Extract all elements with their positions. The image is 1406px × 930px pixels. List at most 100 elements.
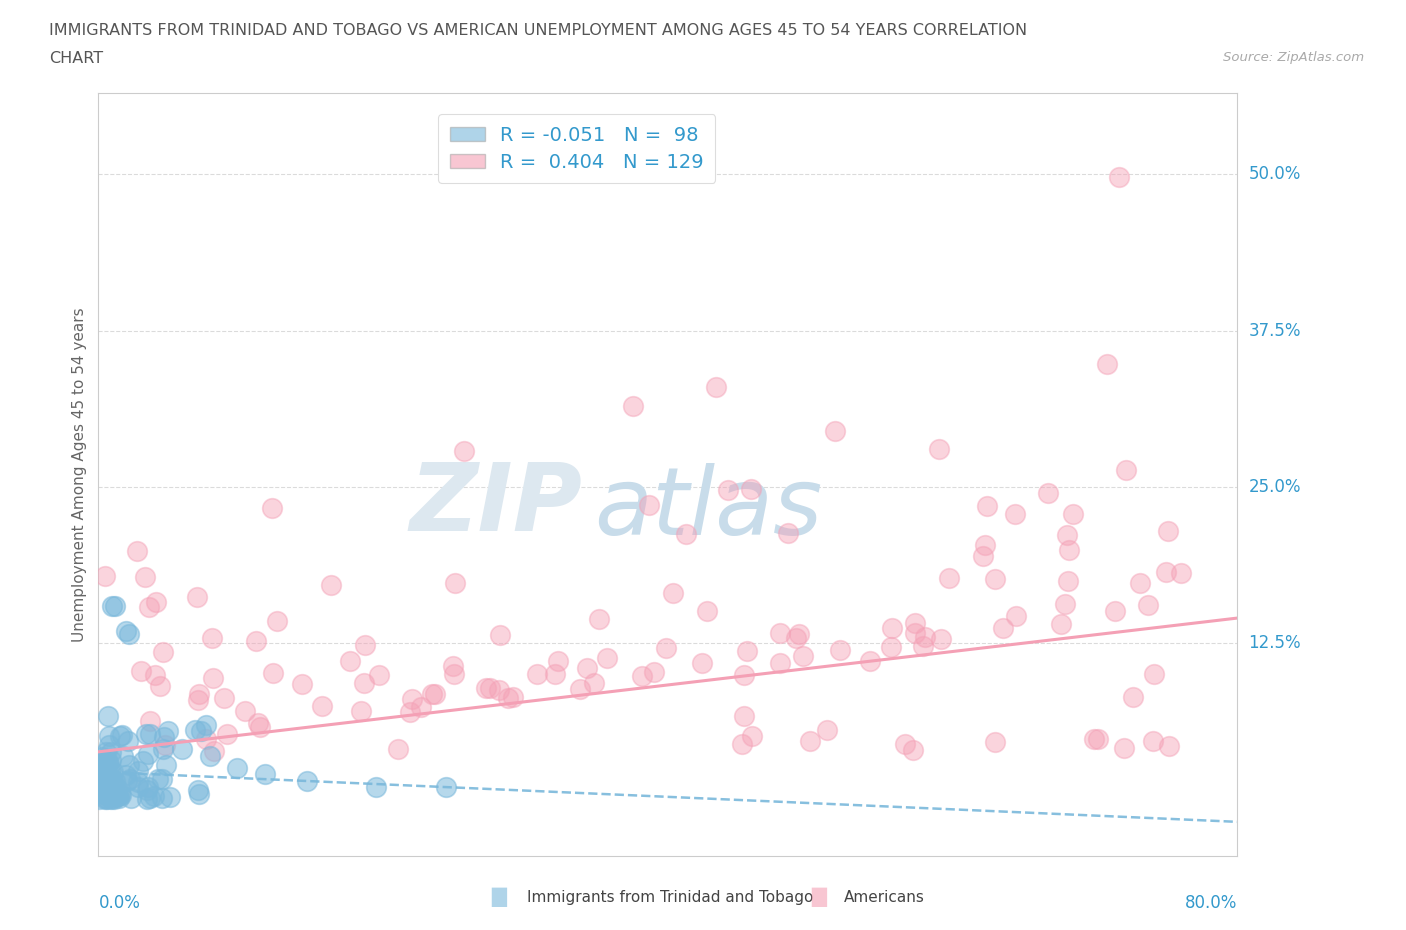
Point (135, 726, 157, 741)
Point (97, 756, 120, 771)
Point (291, 676, 314, 691)
Point (89, 791, 111, 806)
Point (799, 734, 821, 749)
Point (740, 482, 762, 497)
Point (399, 705, 422, 720)
Text: 37.5%: 37.5% (1249, 322, 1301, 339)
Point (198, 748, 221, 763)
Point (1122, 690, 1144, 705)
Text: ZIP: ZIP (409, 458, 582, 551)
Point (103, 765, 125, 780)
Point (1057, 574, 1080, 589)
Point (108, 729, 131, 744)
Point (103, 791, 125, 806)
Point (187, 783, 209, 798)
Point (787, 627, 810, 642)
Point (91, 771, 114, 786)
Point (115, 623, 138, 638)
Point (1005, 608, 1028, 623)
Point (576, 661, 599, 676)
Point (97, 755, 120, 770)
Point (880, 640, 903, 655)
Point (1054, 596, 1077, 611)
Point (150, 771, 173, 786)
Point (319, 578, 342, 592)
Point (194, 717, 217, 732)
Point (187, 787, 209, 802)
Point (1083, 732, 1105, 747)
Point (401, 691, 423, 706)
Point (170, 742, 193, 757)
Point (311, 698, 333, 713)
Point (91, 779, 114, 794)
Point (489, 628, 512, 643)
Point (260, 500, 283, 515)
Point (588, 611, 610, 626)
Point (880, 620, 903, 635)
Point (502, 690, 524, 705)
Point (212, 691, 235, 706)
Point (479, 681, 502, 696)
Legend: R = -0.051   N =  98, R =  0.404   N = 129: R = -0.051 N = 98, R = 0.404 N = 129 (439, 114, 716, 183)
Point (631, 669, 654, 684)
Text: █: █ (492, 888, 506, 907)
Point (145, 594, 167, 609)
Point (107, 782, 129, 797)
Text: 25.0%: 25.0% (1249, 478, 1301, 496)
Point (339, 654, 361, 669)
Point (110, 728, 132, 743)
Point (1136, 597, 1159, 612)
Point (1087, 732, 1109, 747)
Point (202, 743, 225, 758)
Point (125, 543, 148, 558)
Point (135, 791, 157, 806)
Point (108, 790, 131, 805)
Text: Source: ZipAtlas.com: Source: ZipAtlas.com (1223, 51, 1364, 64)
Point (1104, 604, 1126, 618)
Point (596, 650, 619, 665)
Point (583, 675, 606, 690)
Point (93, 754, 115, 769)
Point (544, 666, 567, 681)
Point (249, 719, 271, 734)
Point (117, 734, 139, 749)
Point (87, 760, 110, 775)
Point (1004, 507, 1026, 522)
Point (434, 779, 457, 794)
Point (246, 715, 269, 730)
Point (1142, 734, 1164, 749)
Point (91, 777, 114, 792)
Point (98, 764, 121, 778)
Point (127, 775, 149, 790)
Point (98, 728, 121, 743)
Text: Americans: Americans (844, 890, 925, 905)
Point (733, 667, 755, 682)
Point (93, 756, 115, 771)
Point (100, 791, 122, 806)
Point (815, 723, 838, 737)
Point (1108, 169, 1130, 184)
Text: 50.0%: 50.0% (1249, 166, 1301, 183)
Point (569, 682, 592, 697)
Text: CHART: CHART (49, 51, 103, 66)
Point (1112, 741, 1135, 756)
Point (349, 704, 371, 719)
Point (149, 679, 172, 694)
Point (131, 663, 153, 678)
Point (984, 735, 1007, 750)
Point (138, 600, 160, 615)
Point (96, 790, 118, 805)
Point (110, 788, 132, 803)
Point (120, 790, 142, 805)
Point (93, 791, 115, 806)
Point (152, 730, 174, 745)
Point (993, 620, 1015, 635)
Point (785, 631, 807, 645)
Point (443, 667, 465, 682)
Point (226, 761, 249, 776)
Point (215, 726, 238, 741)
Point (93, 776, 115, 790)
Point (145, 667, 167, 682)
Point (97, 767, 120, 782)
Point (111, 748, 134, 763)
